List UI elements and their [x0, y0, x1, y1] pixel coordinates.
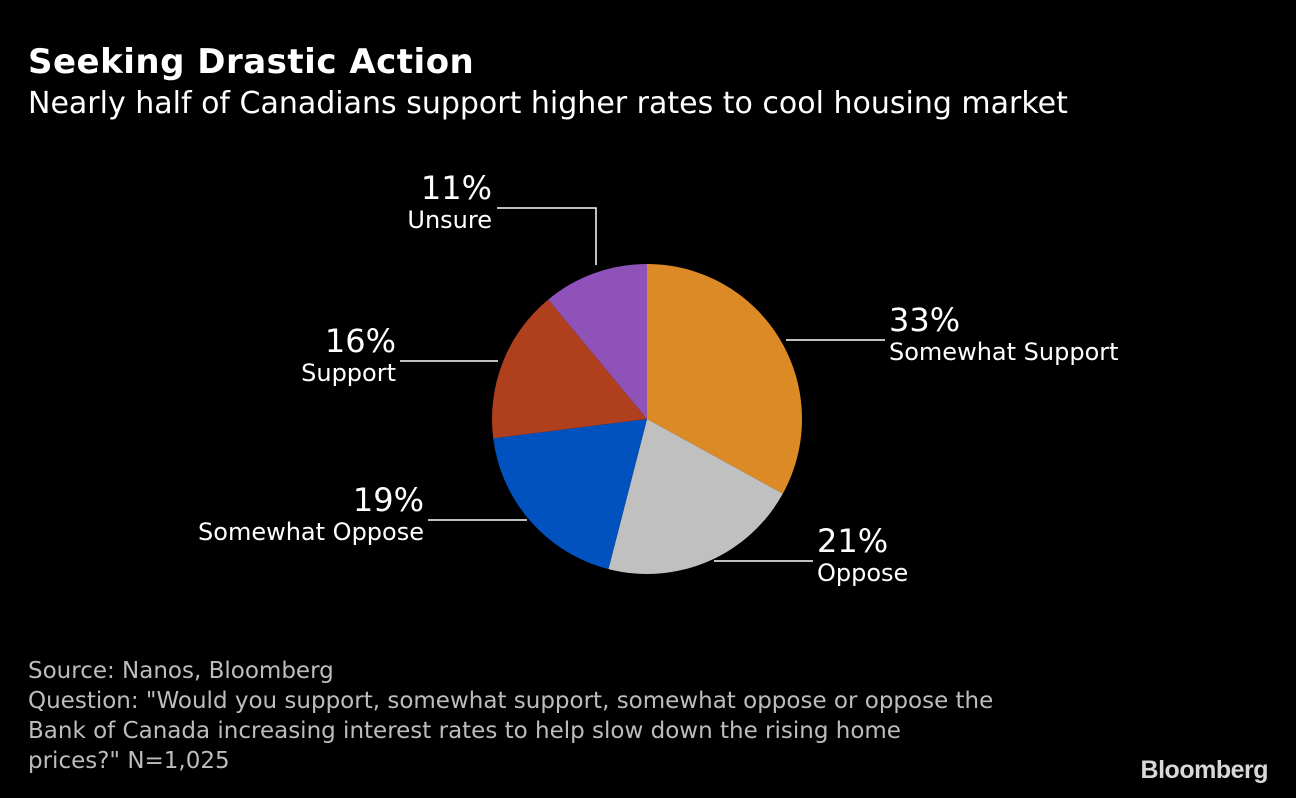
slice-value-label: 19%	[352, 481, 424, 519]
label-support: 16% Support	[301, 323, 396, 387]
slice-name-label: Somewhat Oppose	[198, 518, 424, 546]
slice-name-label: Oppose	[817, 559, 909, 587]
slice-value-label: 33%	[889, 301, 961, 339]
slice-name-label: Support	[301, 359, 396, 387]
footnote: Source: Nanos, Bloomberg Question: "Woul…	[28, 656, 993, 776]
question-line: prices?" N=1,025	[28, 748, 230, 774]
question-line: Bank of Canada increasing interest rates…	[28, 718, 901, 744]
label-somewhat-support: 33% Somewhat Support	[889, 302, 1119, 366]
slice-name-label: Somewhat Support	[889, 338, 1119, 366]
slice-value-label: 16%	[324, 322, 396, 360]
label-unsure: 11% Unsure	[407, 170, 492, 234]
question-line: Question: "Would you support, somewhat s…	[28, 688, 994, 714]
pie-slice-somewhat-oppose	[493, 419, 647, 570]
pie-slice-unsure	[548, 264, 647, 419]
pie-slice-support	[491, 299, 647, 439]
pie-slice-somewhat-support	[647, 264, 802, 494]
slice-value-label: 11%	[420, 169, 492, 207]
leader-line-unsure	[497, 207, 597, 265]
slice-value-label: 21%	[817, 522, 889, 560]
pie-slice-oppose	[608, 419, 783, 574]
source-note: Source: Nanos, Bloomberg	[28, 658, 334, 684]
slice-name-label: Unsure	[407, 206, 492, 234]
chart-subtitle: Nearly half of Canadians support higher …	[28, 86, 1068, 121]
label-oppose: 21% Oppose	[817, 523, 908, 587]
label-somewhat-oppose: 19% Somewhat Oppose	[198, 482, 424, 546]
chart-title: Seeking Drastic Action	[28, 42, 475, 82]
bloomberg-logo: Bloomberg	[1140, 756, 1269, 784]
